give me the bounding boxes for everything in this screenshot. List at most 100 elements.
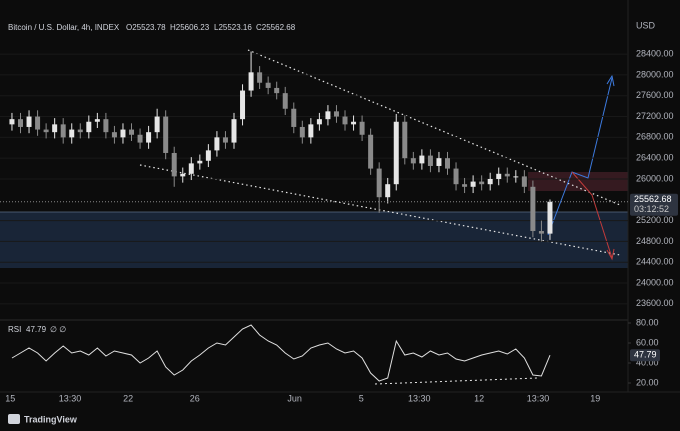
rsi-divergence [374,377,539,385]
y-tick-label: 28000.00 [636,69,674,79]
rsi-inputs: ∅ ∅ [50,325,66,334]
y-tick-label: 24000.00 [636,277,674,287]
ohlc-low: L25523.16 [214,23,252,32]
candle-body [291,108,297,127]
candle-body [154,116,160,133]
last-price-box [630,193,678,216]
rsi-value-label: 47.79 [634,350,657,360]
bearish-projection [571,171,613,259]
candle-body [205,150,211,161]
candle-body [470,181,476,187]
y-tick-label: 40.00 [636,357,659,367]
candle-body [222,137,228,143]
ohlc-close: C25562.68 [256,23,296,32]
candle-body [43,129,49,133]
candle-body [487,178,493,185]
candle-body [137,134,143,143]
candle-body [376,168,382,198]
x-tick-label: 22 [123,393,133,403]
y-tick-label: 23600.00 [636,298,674,308]
candle-body [333,111,339,117]
branding: TradingView [8,414,78,424]
candle-body [308,124,314,138]
candle-body [325,111,331,120]
y-tick-label: 80.00 [636,317,659,327]
candle-body [479,181,485,185]
candle-body [120,129,126,138]
candle-body [444,158,450,169]
ohlc-open: O25523.78 [126,23,166,32]
candle-body [402,121,408,159]
candle-body [17,119,23,127]
y-tick-label: 28400.00 [636,48,674,58]
y-tick-label: 26000.00 [636,173,674,183]
candle-body [257,72,263,83]
candle-body [342,116,348,125]
candle-body [538,231,544,234]
candle-body [171,152,177,177]
y-tick-label: 24400.00 [636,257,674,267]
candle-body [231,119,237,143]
candle-body [521,176,527,187]
y-tick-label: 24800.00 [636,236,674,246]
candle-body [180,173,186,177]
y-tick-label: 26400.00 [636,153,674,163]
candle-body [265,82,271,88]
x-tick-label: 15 [5,393,15,403]
candle-body [35,116,41,130]
candle-body [504,173,510,177]
candle-body [274,87,280,94]
rsi-title: RSI [8,325,21,334]
x-tick-label: 26 [190,393,200,403]
x-tick-label: 13:30 [408,393,431,403]
y-tick-label: 60.00 [636,337,659,347]
ohlc-high: H25606.23 [170,23,210,32]
x-tick-label: 13:30 [59,393,82,403]
y-tick-label: 27600.00 [636,90,674,100]
x-tick-label: 13:30 [527,393,550,403]
candle-body [436,158,442,166]
candle-body [77,129,83,133]
candle-body [316,119,322,125]
candle-body [419,155,425,164]
y-tick-label: 20.00 [636,377,659,387]
candle-body [129,129,135,135]
rsi-value-box [630,349,660,362]
symbol: Bitcoin / U.S. Dollar, 4h, INDEX [8,23,120,32]
arrow-head [606,74,615,87]
candle-body [197,160,203,164]
candle-body [86,121,92,133]
currency: USD [636,20,656,30]
y-tick-label: 26800.00 [636,132,674,142]
candle-body [9,119,15,125]
demand-zone [0,212,628,268]
candle-body [453,168,459,185]
candle-body [299,126,305,138]
candle-body [282,93,288,109]
candle-body [427,155,433,166]
candle-body [359,121,365,135]
candle-body [26,116,32,127]
rsi-line [11,324,551,382]
candle-body [547,201,553,234]
candle-body [94,119,100,122]
candle-body [496,173,502,179]
brand-name: TradingView [24,414,78,424]
x-tick-label: 5 [359,393,364,403]
candle-body [111,132,117,138]
y-tick-label: 25200.00 [636,215,674,225]
x-tick-label: Jun [287,393,302,403]
rsi-value: 47.79 [26,325,47,334]
candle-body [351,121,357,125]
candle-body [163,116,169,153]
candle-body [188,163,194,174]
candle-body [513,176,519,178]
candle-body [146,132,152,143]
candle-body [368,134,374,169]
countdown: 03:12:52 [634,204,669,214]
x-tick-label: 12 [474,393,484,403]
candle-body [52,124,58,133]
candle-body [214,137,220,151]
candle-body [462,184,468,187]
